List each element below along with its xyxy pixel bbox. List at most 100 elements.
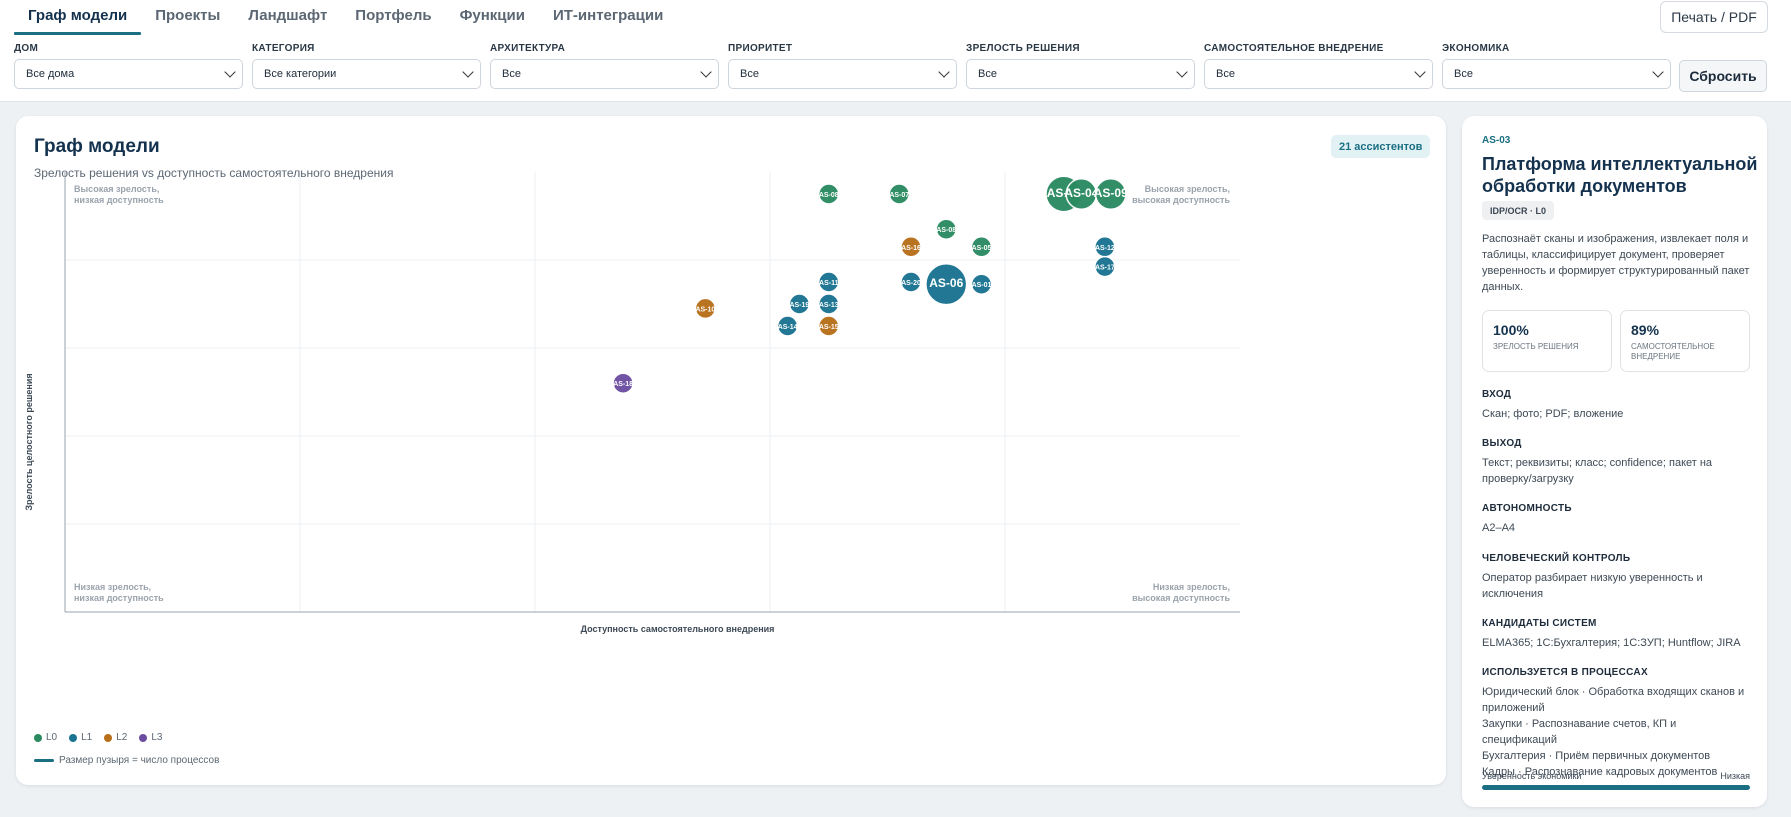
filter-architecture-value: Все	[502, 68, 521, 80]
filter-maturity: ЗРЕЛОСТЬ РЕШЕНИЯ Все	[966, 43, 1195, 89]
quadrant-label-bottom-left: Низкая зрелость, низкая доступность	[74, 582, 164, 603]
bubble-as-16	[900, 236, 922, 258]
detail-input-section: ВХОД Скан; фото; PDF; вложение	[1482, 389, 1752, 422]
y-axis-title: Зрелость целостного решения	[24, 373, 34, 510]
legend-label-l1: L1	[81, 732, 93, 743]
filter-architecture: АРХИТЕКТУРА Все	[490, 43, 719, 89]
detail-autonomy-text: A2–A4	[1482, 522, 1516, 534]
bubble-label: AS-01	[972, 282, 992, 289]
bubble-as-09	[1094, 178, 1127, 210]
filter-priority-select[interactable]: Все	[728, 59, 957, 89]
filter-architecture-select[interactable]: Все	[490, 59, 719, 89]
filter-category-label: КАТЕГОРИЯ	[252, 43, 315, 54]
filter-maturity-label: ЗРЕЛОСТЬ РЕШЕНИЯ	[966, 43, 1080, 54]
filter-category: КАТЕГОРИЯ Все категории	[252, 43, 481, 89]
economics-confidence-bar	[1482, 785, 1750, 790]
quadrant-label-top-right-line: высокая доступность	[1132, 195, 1230, 205]
bubble-as-08	[818, 183, 840, 205]
filter-economics-value: Все	[1454, 68, 1473, 80]
filter-self-implementation: САМОСТОЯТЕЛЬНОЕ ВНЕДРЕНИЕ Все	[1204, 43, 1433, 89]
filter-category-select[interactable]: Все категории	[252, 59, 481, 89]
chevron-down-icon	[700, 66, 712, 78]
filter-priority-value: Все	[740, 68, 759, 80]
filter-economics: ЭКОНОМИКА Все	[1442, 43, 1671, 89]
filter-self-implementation-value: Все	[1216, 68, 1235, 80]
quadrant-label-bottom-left-line: низкая доступность	[74, 593, 164, 603]
detail-processes-list: Юридический блок · Обработка входящих ск…	[1482, 684, 1752, 780]
bubble-as-07	[888, 183, 910, 205]
filter-self-implementation-select[interactable]: Все	[1204, 59, 1433, 89]
quadrant-label-top-left: Высокая зрелость, низкая доступность	[74, 184, 164, 205]
legend-label-l0: L0	[46, 732, 58, 743]
tab-portfolio[interactable]: Портфель	[355, 7, 432, 24]
filter-economics-label: ЭКОНОМИКА	[1442, 43, 1510, 54]
detail-input-text: Скан; фото; PDF; вложение	[1482, 408, 1624, 420]
filter-economics-select[interactable]: Все	[1442, 59, 1671, 89]
economics-confidence: Уверенность экономики Низкая	[1482, 771, 1750, 790]
chevron-down-icon	[1652, 66, 1664, 78]
bubble-label: AS-06	[929, 276, 963, 290]
bubble-as-19	[788, 293, 811, 315]
tab-functions[interactable]: Функции	[459, 7, 525, 24]
assistant-detail-card: AS-03 Платформа интеллектуальной обработ…	[1462, 116, 1767, 807]
bubble-as-14	[776, 315, 799, 337]
bubble-size-note: Размер пузыря = число процессов	[34, 755, 219, 766]
bubble-label: AS-13	[819, 302, 839, 309]
tab-bar: Граф модели Проекты Ландшафт Портфель Фу…	[14, 0, 677, 36]
self-implementation-metric-value: 89%	[1631, 322, 1660, 338]
bubble-as-15	[818, 315, 840, 337]
legend-label-l3: L3	[151, 732, 163, 743]
bubble-label: AS-12	[1095, 245, 1115, 252]
legend-dot-l1	[69, 733, 78, 742]
top-bar: Граф модели Проекты Ландшафт Портфель Фу…	[0, 0, 1791, 102]
economics-confidence-value: Низкая	[1720, 771, 1750, 781]
print-pdf-button[interactable]: Печать / PDF	[1660, 1, 1768, 33]
detail-human-control-text: Оператор разбирает низкую уверенность и …	[1482, 572, 1703, 600]
self-implementation-metric: 89% САМОСТОЯТЕЛЬНОЕ ВНЕДРЕНИЕ	[1620, 310, 1750, 372]
filter-house: ДОМ Все дома	[14, 43, 243, 89]
detail-title: Платформа интеллектуальной обработки док…	[1482, 154, 1758, 196]
bubble-as-01	[970, 273, 993, 295]
assistant-count-badge: 21 ассистентов	[1331, 135, 1431, 158]
legend-item-l3: L3	[139, 732, 163, 743]
legend-item-l0: L0	[34, 732, 57, 743]
self-implementation-metric-label: САМОСТОЯТЕЛЬНОЕ ВНЕДРЕНИЕ	[1631, 342, 1715, 361]
process-item: Кадры · Распознавание кадровых документо…	[1482, 766, 1718, 778]
process-item: Закупки · Распознавание счетов, КП и спе…	[1482, 718, 1677, 746]
quadrant-label-bottom-right-line: высокая доступность	[1132, 593, 1230, 603]
maturity-metric: 100% ЗРЕЛОСТЬ РЕШЕНИЯ	[1482, 310, 1612, 372]
bubble-label: AS-11	[819, 280, 839, 287]
filter-maturity-value: Все	[978, 68, 997, 80]
legend-item-l2: L2	[104, 732, 127, 743]
reset-filters-button[interactable]: Сбросить	[1679, 60, 1767, 92]
bubble-label: AS-18	[613, 381, 633, 388]
tab-model-graph[interactable]: Граф модели	[14, 0, 142, 35]
bubble-label: AS-17	[1095, 265, 1115, 272]
detail-processes-heading: ИСПОЛЬЗУЕТСЯ В ПРОЦЕССАХ	[1482, 667, 1648, 678]
detail-tag: IDP/OCR · L0	[1482, 201, 1555, 220]
filter-maturity-select[interactable]: Все	[966, 59, 1195, 89]
tab-landscape[interactable]: Ландшафт	[248, 7, 328, 24]
tab-projects[interactable]: Проекты	[155, 7, 221, 24]
tab-it-integrations[interactable]: ИТ-интеграции	[552, 7, 664, 24]
bubble-label: AS-09	[1094, 186, 1128, 200]
bubble-as-08	[935, 218, 957, 240]
bubble-as-20	[900, 271, 922, 293]
quadrant-label-top-right-line: Высокая зрелость,	[1145, 184, 1230, 194]
detail-id: AS-03	[1482, 135, 1511, 146]
detail-systems-heading: КАНДИДАТЫ СИСТЕМ	[1482, 618, 1597, 629]
chevron-down-icon	[1414, 66, 1426, 78]
detail-systems-section: КАНДИДАТЫ СИСТЕМ ELMA365; 1С:Бухгалтерия…	[1482, 618, 1752, 651]
filter-house-select[interactable]: Все дома	[14, 59, 243, 89]
detail-output-heading: ВЫХОД	[1482, 438, 1522, 449]
chart-title: Граф модели	[34, 136, 160, 157]
detail-autonomy-section: АВТОНОМНОСТЬ A2–A4	[1482, 503, 1752, 536]
filter-architecture-label: АРХИТЕКТУРА	[490, 43, 566, 54]
quadrant-label-bottom-right-line: Низкая зрелость,	[1153, 582, 1230, 592]
process-item: Бухгалтерия · Приём первичных документов	[1482, 750, 1711, 762]
bubble-as-13	[818, 293, 840, 315]
chevron-down-icon	[938, 66, 950, 78]
filter-house-label: ДОМ	[14, 43, 39, 54]
bubble-as-17	[1094, 255, 1116, 278]
quadrant-label-top-left-line: низкая доступность	[74, 195, 164, 205]
